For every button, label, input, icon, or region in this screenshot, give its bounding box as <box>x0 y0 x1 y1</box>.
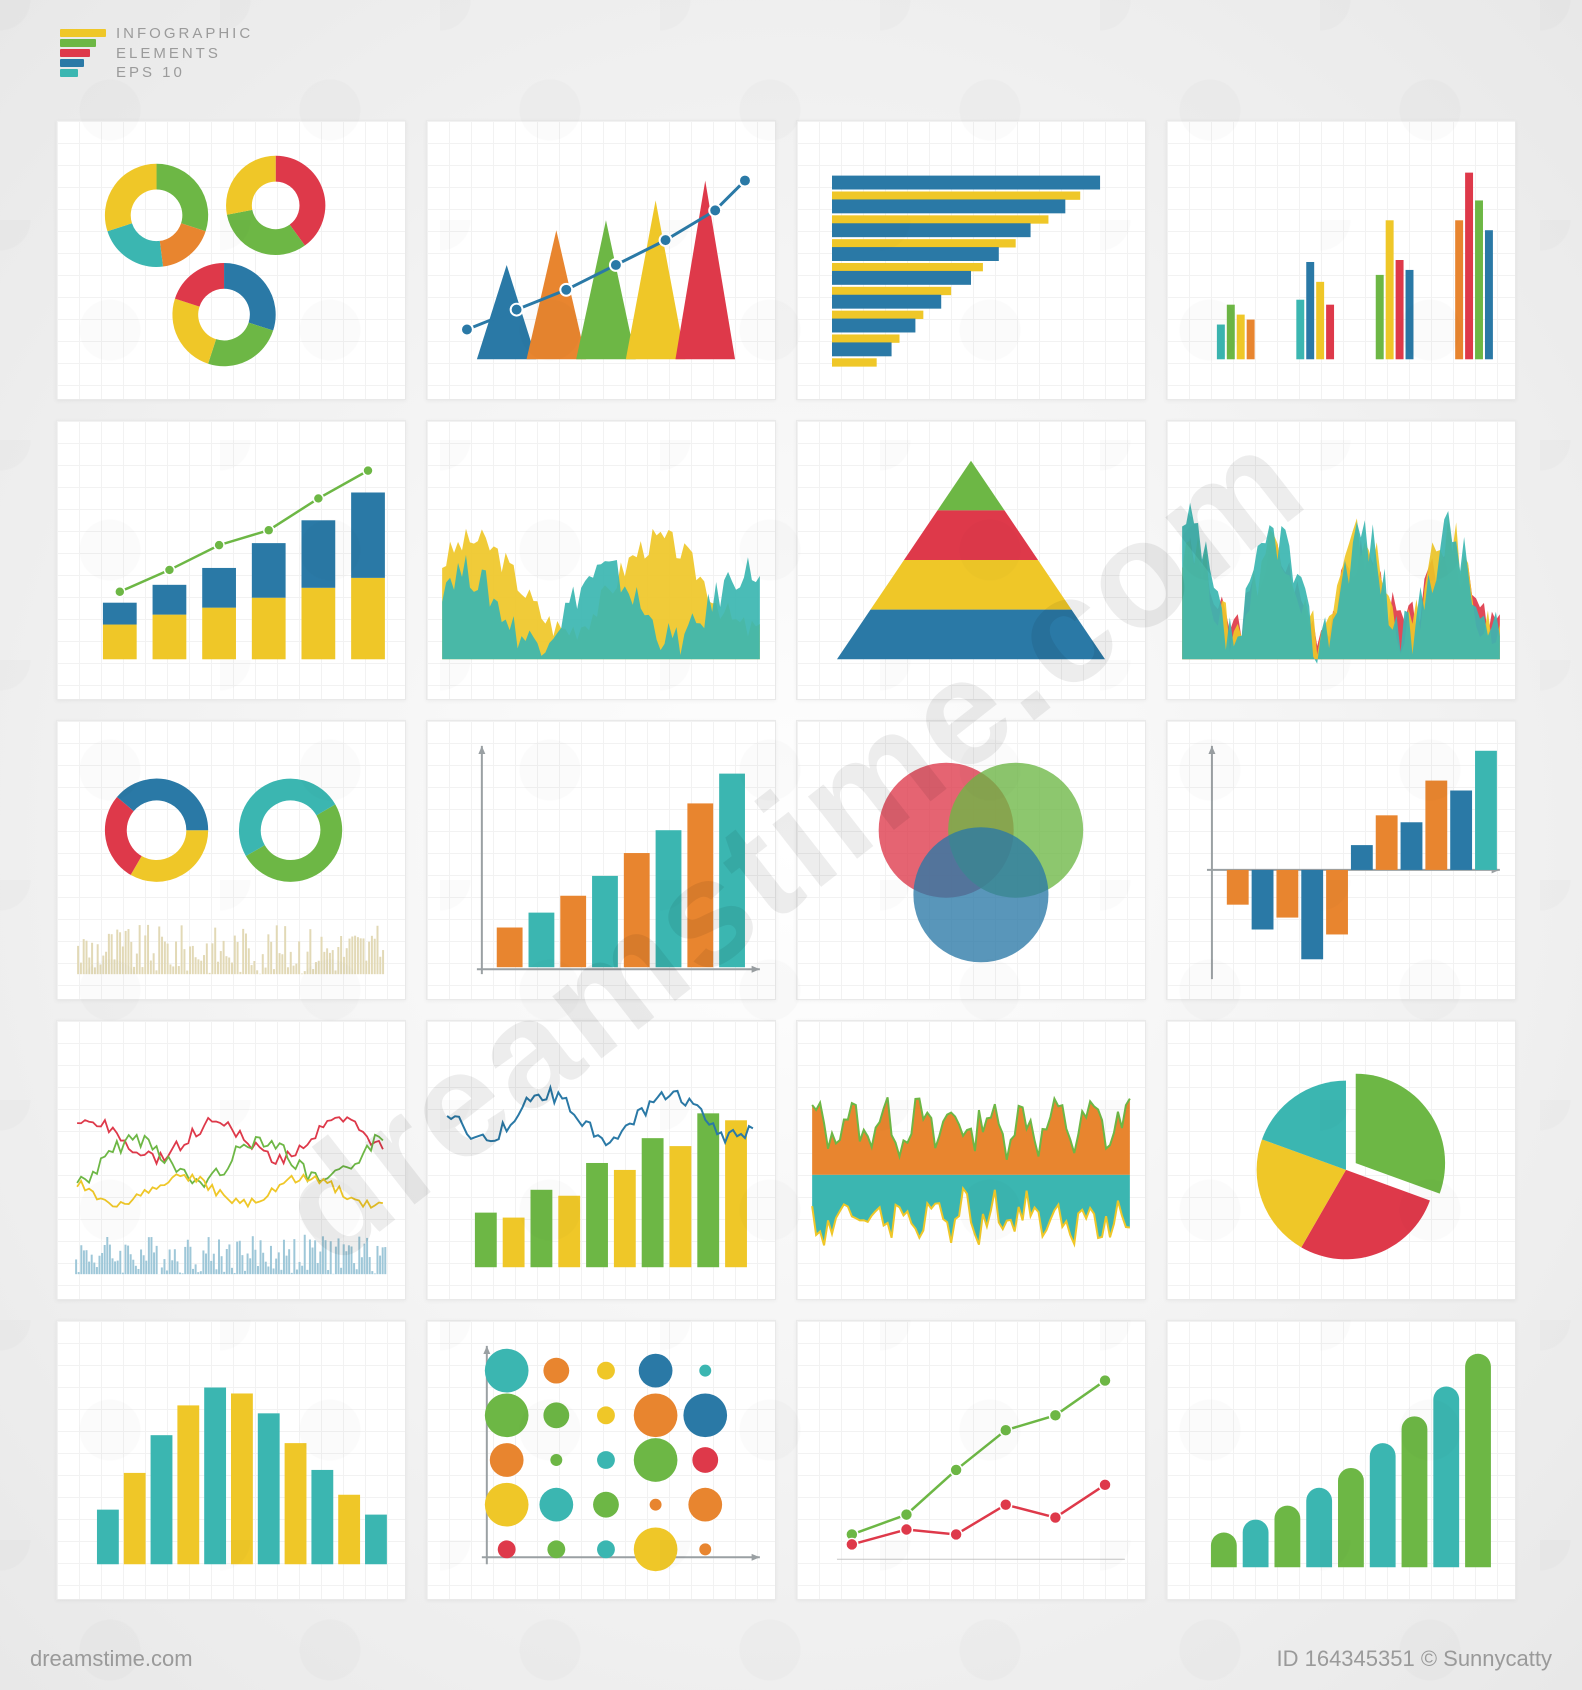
mirror-area-chart <box>797 1021 1145 1299</box>
pyramid-chart <box>797 421 1145 699</box>
grouped-bars-chart <box>1167 121 1515 399</box>
chart-tile-stock <box>56 1020 406 1300</box>
chart-tile-curved-bars <box>1166 1320 1516 1600</box>
chart-tile-pyramid <box>796 420 1146 700</box>
rings-spark-chart <box>57 721 405 999</box>
logo-subtitle: ELEMENTS <box>116 44 253 64</box>
watermark-footer-right: ID 164345351 © Sunnycatty <box>1276 1646 1552 1672</box>
bubble-grid-chart <box>427 1321 775 1599</box>
chart-tile-hbars <box>796 120 1146 400</box>
rising-bars-chart <box>427 721 775 999</box>
venn-chart <box>797 721 1145 999</box>
chart-tile-pie-exploded <box>1166 1020 1516 1300</box>
stacked-bars-chart <box>57 421 405 699</box>
chart-grid <box>56 120 1516 1600</box>
hbars-chart <box>797 121 1145 399</box>
chart-tile-noisy-area <box>426 420 776 700</box>
chart-tile-line-triangles <box>426 120 776 400</box>
chart-tile-grouped-bars <box>1166 120 1516 400</box>
noisy-area-chart <box>427 421 775 699</box>
logo: INFOGRAPHIC ELEMENTS EPS 10 <box>60 24 253 83</box>
chart-tile-donuts3 <box>56 120 406 400</box>
chart-tile-rising-bars <box>426 720 776 1000</box>
chart-tile-bell-bars <box>56 1320 406 1600</box>
logo-text: INFOGRAPHIC ELEMENTS EPS 10 <box>116 24 253 83</box>
bell-bars-chart <box>57 1321 405 1599</box>
dual-line-chart <box>797 1321 1145 1599</box>
logo-title: INFOGRAPHIC <box>116 24 253 44</box>
chart-tile-stacked-bars <box>56 420 406 700</box>
curved-bars-chart <box>1167 1321 1515 1599</box>
noisy-area-chart <box>1167 421 1515 699</box>
chart-tile-posneg-bars <box>1166 720 1516 1000</box>
chart-tile-bubble-grid <box>426 1320 776 1600</box>
chart-tile-rings-spark <box>56 720 406 1000</box>
stock-chart <box>57 1021 405 1299</box>
line-triangles-chart <box>427 121 775 399</box>
chart-tile-venn <box>796 720 1146 1000</box>
logo-version: EPS 10 <box>116 63 253 83</box>
donuts-chart <box>57 121 405 399</box>
chart-tile-dual-line <box>796 1320 1146 1600</box>
bars-stockline-chart <box>427 1021 775 1299</box>
logo-bars-icon <box>60 29 106 77</box>
chart-tile-bars-stockline <box>426 1020 776 1300</box>
pie-exploded-chart <box>1167 1021 1515 1299</box>
watermark-footer-left: dreamstime.com <box>30 1646 193 1672</box>
posneg-bars-chart <box>1167 721 1515 999</box>
chart-tile-spiky-area <box>1166 420 1516 700</box>
chart-tile-mirror-area <box>796 1020 1146 1300</box>
